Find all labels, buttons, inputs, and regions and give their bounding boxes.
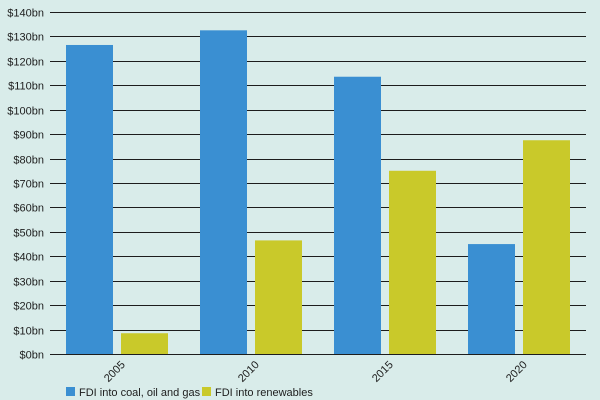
legend: FDI into coal, oil and gas FDI into renew… (66, 387, 313, 399)
y-tick-label: $40bn (13, 252, 44, 264)
y-tick-label: $90bn (13, 130, 44, 142)
bars (66, 30, 570, 354)
y-tick-label: $20bn (13, 301, 44, 313)
bar-renewables-2010 (255, 240, 302, 354)
bar-fossil-2010 (200, 30, 247, 354)
y-tick-label: $10bn (13, 326, 44, 338)
y-tick-label: $30bn (13, 277, 44, 289)
y-tick-label: $80bn (13, 155, 44, 167)
bar-renewables-2015 (389, 170, 436, 354)
y-axis-tick-labels: $0bn $10bn $20bn $30bn $40bn $50bn $60bn $70bn $… (7, 8, 44, 362)
y-tick-label: $50bn (13, 228, 44, 240)
legend-label: FDI into renewables (215, 387, 313, 399)
bar-fossil-2005 (66, 44, 113, 354)
bar-fossil-2020 (468, 244, 515, 354)
y-tick-label: $100bn (7, 106, 44, 118)
legend-label: FDI into coal, oil and gas (79, 387, 201, 399)
gridlines (50, 12, 586, 355)
y-tick-label: $60bn (13, 203, 44, 215)
bar-renewables-2005 (121, 333, 168, 354)
y-tick-label: $130bn (7, 32, 44, 44)
bar-fossil-2015 (334, 76, 381, 354)
y-tick-label: $70bn (13, 179, 44, 191)
y-tick-label: $110bn (8, 81, 44, 93)
legend-swatch (202, 387, 211, 396)
y-tick-label: $0bn (20, 350, 44, 362)
y-tick-label: $120bn (7, 57, 44, 69)
y-tick-label: $140bn (7, 8, 44, 20)
bar-renewables-2020 (523, 140, 570, 354)
legend-swatch (66, 387, 75, 396)
